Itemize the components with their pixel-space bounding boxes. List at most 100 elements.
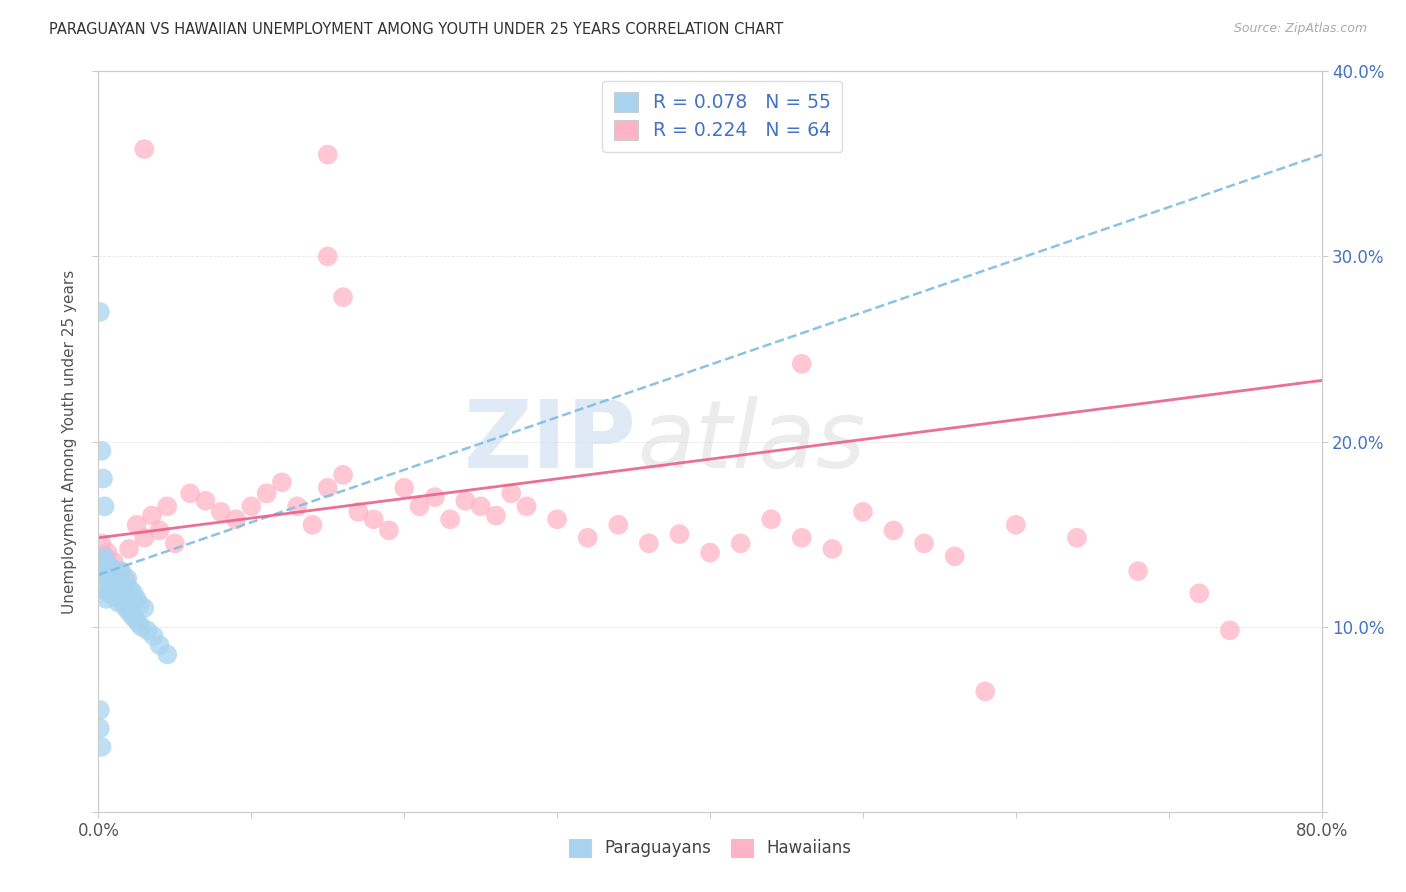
Point: [110, 564, 132, 578]
Legend: Paraguayans, Hawaiians: Paraguayans, Hawaiians: [562, 832, 858, 864]
Point: [105, 567, 128, 582]
Point: [142, 629, 165, 643]
Point: [121, 593, 143, 607]
Point: [240, 500, 263, 514]
Point: [607, 517, 630, 532]
Point: [93, 500, 115, 514]
Point: [127, 615, 149, 630]
Point: [125, 591, 148, 606]
Point: [943, 549, 966, 564]
Point: [101, 584, 124, 599]
Point: [136, 624, 159, 638]
Y-axis label: Unemployment Among Youth under 25 years: Unemployment Among Youth under 25 years: [62, 269, 77, 614]
Point: [90, 536, 112, 550]
Point: [194, 493, 217, 508]
Point: [790, 357, 813, 371]
Point: [256, 486, 278, 500]
Point: [316, 250, 339, 264]
Point: [89, 722, 111, 736]
Point: [821, 541, 844, 556]
Point: [94, 567, 117, 582]
Point: [91, 555, 114, 569]
Point: [110, 586, 132, 600]
Point: [89, 305, 111, 319]
Point: [103, 575, 125, 590]
Point: [501, 486, 523, 500]
Point: [97, 564, 120, 578]
Text: atlas: atlas: [637, 396, 865, 487]
Point: [103, 582, 125, 597]
Point: [115, 584, 138, 599]
Point: [156, 648, 179, 662]
Point: [118, 541, 141, 556]
Point: [100, 560, 122, 574]
Point: [470, 500, 492, 514]
Point: [124, 612, 146, 626]
Point: [1004, 517, 1026, 532]
Point: [93, 549, 115, 564]
Point: [516, 500, 538, 514]
Point: [120, 582, 142, 597]
Point: [423, 490, 446, 504]
Point: [91, 471, 114, 485]
Point: [730, 536, 752, 550]
Point: [122, 586, 145, 600]
Point: [128, 598, 150, 612]
Point: [332, 467, 354, 482]
Point: [97, 579, 120, 593]
Point: [156, 500, 179, 514]
Point: [790, 531, 813, 545]
Point: [134, 531, 156, 545]
Point: [93, 555, 115, 569]
Point: [129, 619, 152, 633]
Point: [378, 524, 401, 538]
Point: [149, 638, 172, 652]
Point: [115, 601, 138, 615]
Point: [637, 536, 661, 550]
Point: [105, 586, 128, 600]
Point: [90, 739, 112, 754]
Point: [392, 481, 416, 495]
Point: [974, 684, 997, 698]
Text: ZIP: ZIP: [464, 395, 637, 488]
Point: [363, 512, 385, 526]
Point: [100, 560, 122, 574]
Point: [105, 582, 128, 597]
Point: [100, 574, 122, 588]
Point: [111, 596, 134, 610]
Point: [1188, 586, 1211, 600]
Point: [225, 512, 247, 526]
Point: [100, 572, 122, 586]
Point: [408, 500, 430, 514]
Point: [134, 601, 156, 615]
Point: [118, 605, 141, 619]
Point: [91, 564, 114, 578]
Point: [332, 290, 354, 304]
Point: [576, 531, 599, 545]
Point: [1128, 564, 1150, 578]
Point: [115, 574, 138, 588]
Point: [112, 591, 135, 606]
Point: [912, 536, 935, 550]
Point: [111, 579, 134, 593]
Point: [699, 545, 721, 560]
Point: [93, 549, 115, 564]
Point: [485, 508, 508, 523]
Point: [1066, 531, 1088, 545]
Point: [105, 567, 128, 582]
Point: [121, 608, 143, 623]
Point: [103, 555, 125, 569]
Point: [118, 596, 141, 610]
Point: [108, 564, 131, 578]
Text: Source: ZipAtlas.com: Source: ZipAtlas.com: [1233, 22, 1367, 36]
Point: [301, 517, 323, 532]
Point: [103, 562, 125, 576]
Point: [179, 486, 201, 500]
Point: [852, 505, 875, 519]
Point: [546, 512, 568, 526]
Point: [125, 517, 148, 532]
Point: [108, 591, 131, 606]
Point: [141, 508, 163, 523]
Point: [209, 505, 232, 519]
Point: [285, 500, 308, 514]
